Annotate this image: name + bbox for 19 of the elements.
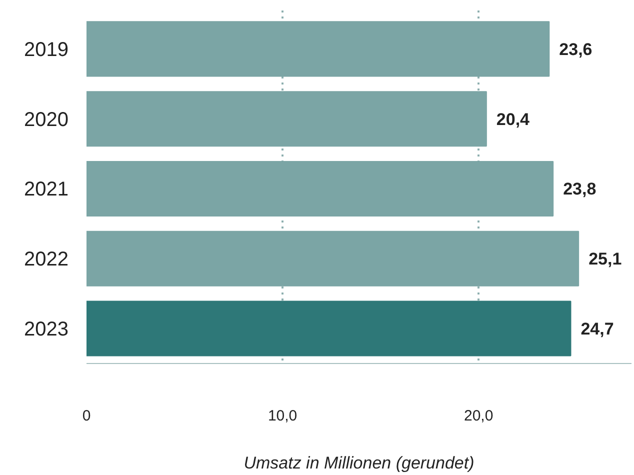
x-tick-label: 10,0 — [268, 408, 298, 424]
data-label: 25,1 — [588, 250, 622, 269]
data-label: 23,8 — [563, 180, 596, 199]
y-tick-label: 2019 — [24, 38, 69, 61]
x-tick-label: 0 — [82, 408, 91, 424]
y-tick-label: 2023 — [24, 318, 69, 341]
bar — [86, 21, 550, 77]
data-label: 23,6 — [559, 40, 592, 59]
y-tick-label: 2022 — [24, 248, 69, 271]
x-tick-label: 20,0 — [464, 408, 494, 424]
y-tick-label: 2020 — [24, 108, 69, 131]
y-tick-label: 2021 — [24, 178, 69, 201]
data-label: 24,7 — [580, 320, 614, 339]
bar — [86, 160, 554, 217]
bar — [86, 300, 572, 356]
x-axis-title: Umsatz in Millionen (gerundet) — [244, 454, 474, 472]
bar — [86, 91, 487, 147]
bar — [86, 230, 580, 286]
data-label: 20,4 — [496, 110, 530, 129]
